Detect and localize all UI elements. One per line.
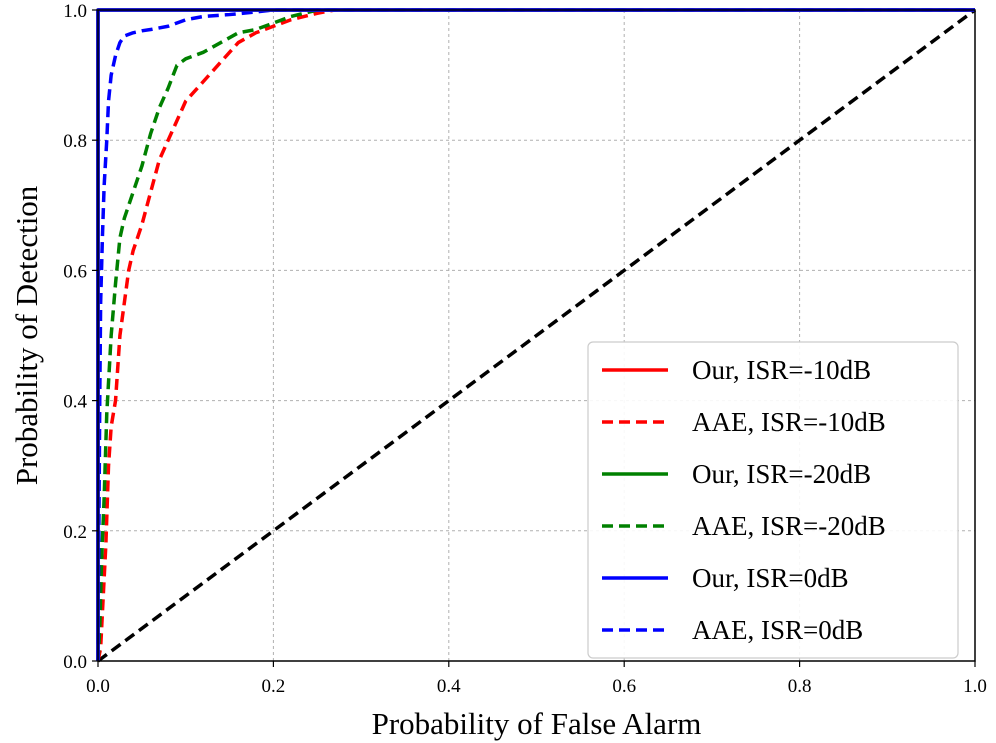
- legend-label-4: Our, ISR=0dB: [692, 563, 849, 593]
- y-tick-label-1: 0.2: [63, 522, 87, 543]
- x-tick-label-4: 0.8: [788, 676, 812, 697]
- legend-label-3: AAE, ISR=-20dB: [692, 511, 886, 541]
- series-line-6: [96, 8, 977, 663]
- series-line-1: [96, 8, 975, 662]
- x-tick-label-1: 0.2: [262, 676, 286, 697]
- y-tick-label-4: 0.8: [63, 131, 87, 152]
- y-tick-label-0: 0.0: [63, 652, 87, 673]
- plot-frame: [97, 9, 976, 662]
- x-tick-label-3: 0.6: [612, 676, 636, 697]
- series-line-5: [96, 8, 975, 662]
- x-tick-label-5: 1.0: [963, 676, 987, 697]
- y-tick-label-3: 0.6: [63, 261, 87, 282]
- x-axis-label: Probability of False Alarm: [372, 706, 702, 741]
- series-line-3: [96, 8, 975, 662]
- legend-label-0: Our, ISR=-10dB: [692, 355, 871, 385]
- grid: [98, 10, 975, 661]
- y-tick-label-2: 0.4: [63, 392, 87, 413]
- legend-box: [587, 341, 959, 659]
- legend: Our, ISR=-10dB AAE, ISR=-10dB Our, ISR=-20…: [587, 341, 959, 659]
- legend-label-5: AAE, ISR=0dB: [692, 615, 863, 645]
- y-axis-label: Probability of Detection: [9, 185, 44, 485]
- y-tick-label-5: 1.0: [63, 1, 87, 22]
- legend-label-1: AAE, ISR=-10dB: [692, 407, 886, 437]
- x-tick-label-0: 0.0: [86, 676, 110, 697]
- x-tick-label-2: 0.4: [437, 676, 461, 697]
- legend-label-2: Our, ISR=-20dB: [692, 459, 871, 489]
- ticks: 0.0 0.2 0.4 0.6 0.8 1.0 0.0 0.2 0.4 0.6 0.8 1.0: [63, 1, 987, 697]
